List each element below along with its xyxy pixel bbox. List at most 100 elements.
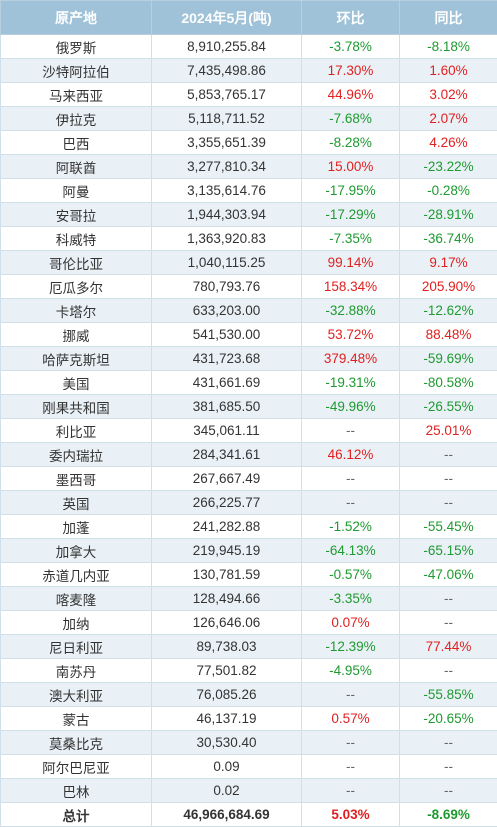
total-yoy: -8.69% bbox=[400, 803, 497, 827]
origin-cell: 伊拉克 bbox=[1, 107, 152, 131]
yoy-cell: -- bbox=[400, 587, 497, 611]
mom-cell: -4.95% bbox=[302, 659, 400, 683]
origin-cell: 厄瓜多尔 bbox=[1, 275, 152, 299]
mom-cell: -- bbox=[302, 491, 400, 515]
mom-cell: -32.88% bbox=[302, 299, 400, 323]
origin-cell: 安哥拉 bbox=[1, 203, 152, 227]
yoy-cell: -80.58% bbox=[400, 371, 497, 395]
yoy-cell: -26.55% bbox=[400, 395, 497, 419]
volume-cell: 1,363,920.83 bbox=[152, 227, 302, 251]
volume-cell: 130,781.59 bbox=[152, 563, 302, 587]
volume-cell: 7,435,498.86 bbox=[152, 59, 302, 83]
yoy-cell: -47.06% bbox=[400, 563, 497, 587]
yoy-cell: 88.48% bbox=[400, 323, 497, 347]
mom-cell: -- bbox=[302, 731, 400, 755]
volume-cell: 431,723.68 bbox=[152, 347, 302, 371]
origin-cell: 哥伦比亚 bbox=[1, 251, 152, 275]
total-mom: 5.03% bbox=[302, 803, 400, 827]
mom-cell: 17.30% bbox=[302, 59, 400, 83]
origin-cell: 俄罗斯 bbox=[1, 35, 152, 59]
yoy-cell: 205.90% bbox=[400, 275, 497, 299]
yoy-cell: -55.45% bbox=[400, 515, 497, 539]
yoy-cell: -- bbox=[400, 443, 497, 467]
yoy-cell: 9.17% bbox=[400, 251, 497, 275]
yoy-cell: -65.15% bbox=[400, 539, 497, 563]
volume-cell: 541,530.00 bbox=[152, 323, 302, 347]
origin-cell: 哈萨克斯坦 bbox=[1, 347, 152, 371]
yoy-cell: -- bbox=[400, 659, 497, 683]
mom-cell: -19.31% bbox=[302, 371, 400, 395]
origin-cell: 澳大利亚 bbox=[1, 683, 152, 707]
volume-cell: 3,135,614.76 bbox=[152, 179, 302, 203]
mom-cell: -17.95% bbox=[302, 179, 400, 203]
origin-cell: 南苏丹 bbox=[1, 659, 152, 683]
yoy-cell: 1.60% bbox=[400, 59, 497, 83]
volume-cell: 345,061.11 bbox=[152, 419, 302, 443]
origin-cell: 巴林 bbox=[1, 779, 152, 803]
yoy-cell: -28.91% bbox=[400, 203, 497, 227]
volume-cell: 0.09 bbox=[152, 755, 302, 779]
origin-cell: 阿联酋 bbox=[1, 155, 152, 179]
mom-cell: -12.39% bbox=[302, 635, 400, 659]
yoy-cell: -- bbox=[400, 467, 497, 491]
origin-cell: 沙特阿拉伯 bbox=[1, 59, 152, 83]
yoy-cell: 25.01% bbox=[400, 419, 497, 443]
yoy-cell: -- bbox=[400, 779, 497, 803]
volume-cell: 780,793.76 bbox=[152, 275, 302, 299]
mom-cell: 379.48% bbox=[302, 347, 400, 371]
header-volume: 2024年5月(吨) bbox=[152, 1, 302, 35]
total-row: 总计 46,966,684.69 5.03% -8.69% bbox=[1, 803, 497, 827]
yoy-cell: -23.22% bbox=[400, 155, 497, 179]
origin-cell: 挪威 bbox=[1, 323, 152, 347]
volume-cell: 431,661.69 bbox=[152, 371, 302, 395]
volume-cell: 128,494.66 bbox=[152, 587, 302, 611]
origin-cell: 加拿大 bbox=[1, 539, 152, 563]
volume-cell: 267,667.49 bbox=[152, 467, 302, 491]
volume-cell: 126,646.06 bbox=[152, 611, 302, 635]
volume-cell: 266,225.77 bbox=[152, 491, 302, 515]
mom-cell: 99.14% bbox=[302, 251, 400, 275]
volume-cell: 89,738.03 bbox=[152, 635, 302, 659]
mom-cell: 44.96% bbox=[302, 83, 400, 107]
yoy-cell: -36.74% bbox=[400, 227, 497, 251]
header-origin: 原产地 bbox=[1, 1, 152, 35]
mom-cell: -- bbox=[302, 467, 400, 491]
yoy-cell: -12.62% bbox=[400, 299, 497, 323]
origin-cell: 墨西哥 bbox=[1, 467, 152, 491]
header-yoy: 同比 bbox=[400, 1, 497, 35]
origin-cell: 科威特 bbox=[1, 227, 152, 251]
volume-cell: 381,685.50 bbox=[152, 395, 302, 419]
mom-cell: -49.96% bbox=[302, 395, 400, 419]
volume-cell: 1,944,303.94 bbox=[152, 203, 302, 227]
mom-cell: 15.00% bbox=[302, 155, 400, 179]
origin-cell: 加纳 bbox=[1, 611, 152, 635]
yoy-cell: -55.85% bbox=[400, 683, 497, 707]
volume-cell: 5,853,765.17 bbox=[152, 83, 302, 107]
volume-cell: 3,355,651.39 bbox=[152, 131, 302, 155]
mom-cell: -8.28% bbox=[302, 131, 400, 155]
mom-cell: 158.34% bbox=[302, 275, 400, 299]
yoy-cell: 77.44% bbox=[400, 635, 497, 659]
mom-cell: -3.35% bbox=[302, 587, 400, 611]
yoy-cell: -- bbox=[400, 731, 497, 755]
